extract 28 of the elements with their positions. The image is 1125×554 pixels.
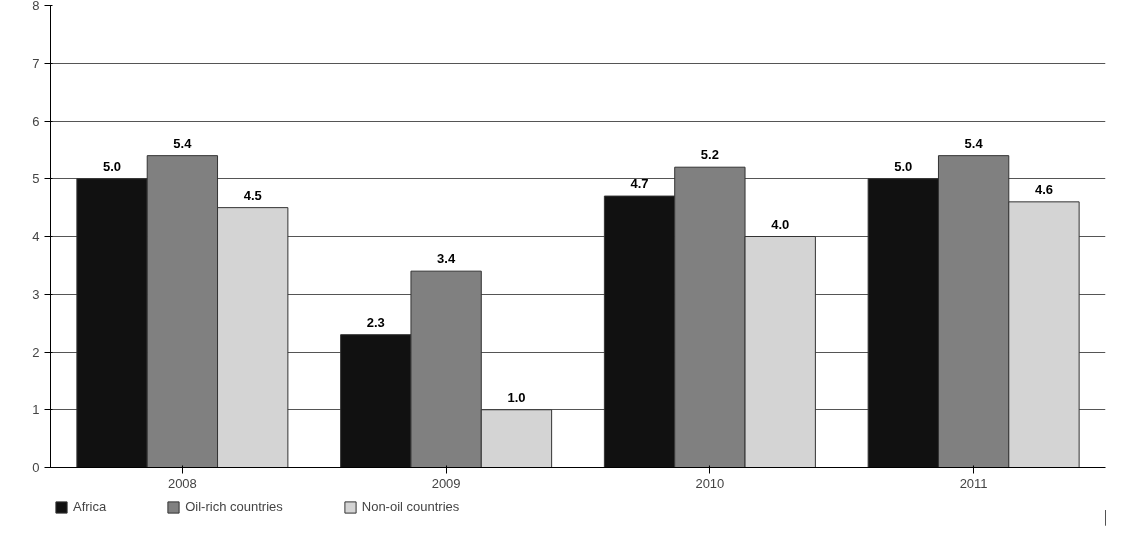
data-label: 5.2 <box>700 147 719 163</box>
legend-label: Oil-rich countries <box>185 499 283 514</box>
data-label: 5.0 <box>894 158 913 174</box>
data-label: 2.3 <box>366 314 385 330</box>
y-tick-label: 1 <box>32 402 40 418</box>
data-label: 4.6 <box>1034 181 1053 197</box>
data-label: 1.0 <box>507 389 526 405</box>
x-tick-label: 2011 <box>959 475 988 491</box>
x-tick-label: 2010 <box>695 475 725 491</box>
y-tick-label: 8 <box>32 0 40 13</box>
data-label: 5.0 <box>103 158 122 174</box>
data-label: 4.5 <box>243 187 262 203</box>
y-tick-label: 4 <box>32 229 40 244</box>
data-label: 5.4 <box>964 135 984 151</box>
x-tick-label: 2009 <box>431 475 461 491</box>
data-label: 4.0 <box>771 216 790 232</box>
y-tick-label: 6 <box>32 113 40 129</box>
data-label: 3.4 <box>437 251 456 267</box>
y-tick-label: 3 <box>32 286 40 302</box>
legend-label: Africa <box>73 499 107 514</box>
x-tick-label: 2008 <box>167 475 197 491</box>
data-label: 5.4 <box>173 135 193 151</box>
y-tick-label: 0 <box>32 460 40 475</box>
y-tick-label: 5 <box>32 171 40 187</box>
y-tick-label: 2 <box>32 344 40 360</box>
legend-label: Non-oil countries <box>361 499 460 514</box>
y-tick-label: 7 <box>32 55 40 71</box>
data-label: 4.7 <box>630 176 649 192</box>
